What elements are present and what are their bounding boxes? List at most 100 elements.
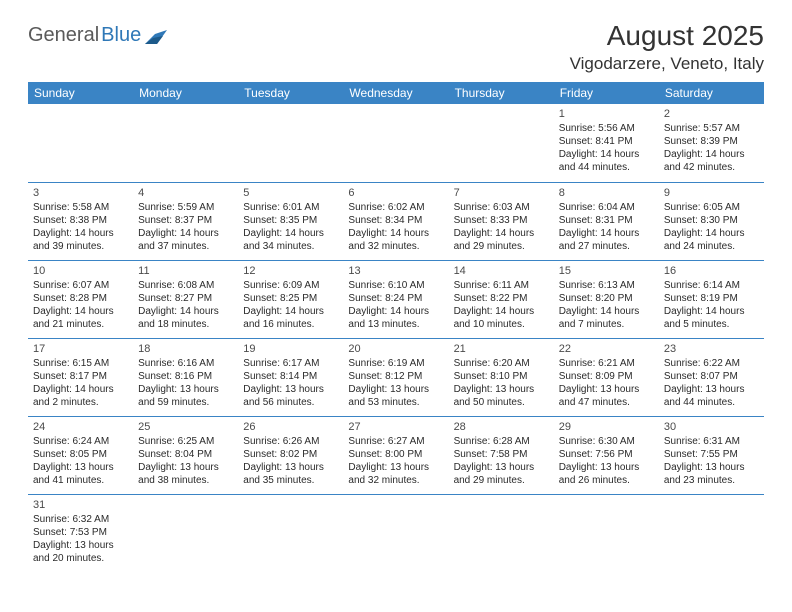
weekday-header: Thursday xyxy=(449,82,554,104)
sunrise-text: Sunrise: 6:27 AM xyxy=(348,435,443,448)
calendar-cell: 9Sunrise: 6:05 AMSunset: 8:30 PMDaylight… xyxy=(659,182,764,260)
calendar-cell: 23Sunrise: 6:22 AMSunset: 8:07 PMDayligh… xyxy=(659,338,764,416)
sunrise-text: Sunrise: 6:04 AM xyxy=(559,201,654,214)
day-number: 2 xyxy=(664,107,759,121)
day-number: 3 xyxy=(33,186,128,200)
calendar-row: 3Sunrise: 5:58 AMSunset: 8:38 PMDaylight… xyxy=(28,182,764,260)
calendar-cell xyxy=(343,494,448,572)
sunrise-text: Sunrise: 6:05 AM xyxy=(664,201,759,214)
day-number: 13 xyxy=(348,264,443,278)
calendar-cell: 12Sunrise: 6:09 AMSunset: 8:25 PMDayligh… xyxy=(238,260,343,338)
calendar-cell: 31Sunrise: 6:32 AMSunset: 7:53 PMDayligh… xyxy=(28,494,133,572)
daylight-text: Daylight: 14 hours xyxy=(454,227,549,240)
sunset-text: Sunset: 8:16 PM xyxy=(138,370,233,383)
calendar-cell: 13Sunrise: 6:10 AMSunset: 8:24 PMDayligh… xyxy=(343,260,448,338)
daylight-text: and 35 minutes. xyxy=(243,474,338,487)
sunset-text: Sunset: 8:30 PM xyxy=(664,214,759,227)
calendar-row: 17Sunrise: 6:15 AMSunset: 8:17 PMDayligh… xyxy=(28,338,764,416)
daylight-text: Daylight: 13 hours xyxy=(559,383,654,396)
sunset-text: Sunset: 8:20 PM xyxy=(559,292,654,305)
calendar-cell: 18Sunrise: 6:16 AMSunset: 8:16 PMDayligh… xyxy=(133,338,238,416)
day-number: 31 xyxy=(33,498,128,512)
calendar-cell: 1Sunrise: 5:56 AMSunset: 8:41 PMDaylight… xyxy=(554,104,659,182)
calendar-row: 24Sunrise: 6:24 AMSunset: 8:05 PMDayligh… xyxy=(28,416,764,494)
day-number: 17 xyxy=(33,342,128,356)
day-number: 8 xyxy=(559,186,654,200)
sunrise-text: Sunrise: 6:32 AM xyxy=(33,513,128,526)
day-number: 1 xyxy=(559,107,654,121)
day-number: 29 xyxy=(559,420,654,434)
calendar-cell: 6Sunrise: 6:02 AMSunset: 8:34 PMDaylight… xyxy=(343,182,448,260)
sunset-text: Sunset: 8:35 PM xyxy=(243,214,338,227)
sunset-text: Sunset: 8:24 PM xyxy=(348,292,443,305)
calendar-cell xyxy=(449,494,554,572)
daylight-text: and 29 minutes. xyxy=(454,474,549,487)
calendar-cell: 15Sunrise: 6:13 AMSunset: 8:20 PMDayligh… xyxy=(554,260,659,338)
calendar-cell: 25Sunrise: 6:25 AMSunset: 8:04 PMDayligh… xyxy=(133,416,238,494)
daylight-text: and 32 minutes. xyxy=(348,474,443,487)
daylight-text: and 10 minutes. xyxy=(454,318,549,331)
calendar-cell: 5Sunrise: 6:01 AMSunset: 8:35 PMDaylight… xyxy=(238,182,343,260)
sunrise-text: Sunrise: 5:59 AM xyxy=(138,201,233,214)
sunrise-text: Sunrise: 6:13 AM xyxy=(559,279,654,292)
calendar-cell: 2Sunrise: 5:57 AMSunset: 8:39 PMDaylight… xyxy=(659,104,764,182)
daylight-text: Daylight: 14 hours xyxy=(664,305,759,318)
sunrise-text: Sunrise: 5:57 AM xyxy=(664,122,759,135)
calendar-cell xyxy=(659,494,764,572)
calendar-cell: 24Sunrise: 6:24 AMSunset: 8:05 PMDayligh… xyxy=(28,416,133,494)
title-block: August 2025 Vigodarzere, Veneto, Italy xyxy=(570,20,764,74)
calendar-cell: 20Sunrise: 6:19 AMSunset: 8:12 PMDayligh… xyxy=(343,338,448,416)
daylight-text: and 53 minutes. xyxy=(348,396,443,409)
daylight-text: Daylight: 14 hours xyxy=(138,305,233,318)
day-number: 12 xyxy=(243,264,338,278)
day-number: 22 xyxy=(559,342,654,356)
daylight-text: Daylight: 13 hours xyxy=(454,461,549,474)
calendar-cell: 27Sunrise: 6:27 AMSunset: 8:00 PMDayligh… xyxy=(343,416,448,494)
day-number: 19 xyxy=(243,342,338,356)
sunset-text: Sunset: 8:39 PM xyxy=(664,135,759,148)
sunset-text: Sunset: 8:34 PM xyxy=(348,214,443,227)
sunset-text: Sunset: 8:00 PM xyxy=(348,448,443,461)
sunrise-text: Sunrise: 6:10 AM xyxy=(348,279,443,292)
sunrise-text: Sunrise: 6:26 AM xyxy=(243,435,338,448)
day-number: 14 xyxy=(454,264,549,278)
daylight-text: Daylight: 14 hours xyxy=(243,227,338,240)
daylight-text: Daylight: 13 hours xyxy=(33,461,128,474)
sunrise-text: Sunrise: 5:58 AM xyxy=(33,201,128,214)
sunrise-text: Sunrise: 6:16 AM xyxy=(138,357,233,370)
sunrise-text: Sunrise: 6:07 AM xyxy=(33,279,128,292)
sunrise-text: Sunrise: 6:20 AM xyxy=(454,357,549,370)
sunset-text: Sunset: 7:58 PM xyxy=(454,448,549,461)
weekday-header: Wednesday xyxy=(343,82,448,104)
daylight-text: Daylight: 14 hours xyxy=(664,227,759,240)
daylight-text: and 29 minutes. xyxy=(454,240,549,253)
daylight-text: Daylight: 14 hours xyxy=(33,227,128,240)
sunrise-text: Sunrise: 6:11 AM xyxy=(454,279,549,292)
daylight-text: and 47 minutes. xyxy=(559,396,654,409)
daylight-text: and 44 minutes. xyxy=(559,161,654,174)
daylight-text: and 21 minutes. xyxy=(33,318,128,331)
daylight-text: and 24 minutes. xyxy=(664,240,759,253)
calendar-cell: 26Sunrise: 6:26 AMSunset: 8:02 PMDayligh… xyxy=(238,416,343,494)
sunrise-text: Sunrise: 6:03 AM xyxy=(454,201,549,214)
weekday-header: Tuesday xyxy=(238,82,343,104)
daylight-text: and 42 minutes. xyxy=(664,161,759,174)
weekday-header-row: Sunday Monday Tuesday Wednesday Thursday… xyxy=(28,82,764,104)
month-title: August 2025 xyxy=(570,20,764,52)
daylight-text: Daylight: 14 hours xyxy=(243,305,338,318)
calendar-cell: 17Sunrise: 6:15 AMSunset: 8:17 PMDayligh… xyxy=(28,338,133,416)
daylight-text: and 27 minutes. xyxy=(559,240,654,253)
calendar-cell: 16Sunrise: 6:14 AMSunset: 8:19 PMDayligh… xyxy=(659,260,764,338)
weekday-header: Saturday xyxy=(659,82,764,104)
daylight-text: Daylight: 13 hours xyxy=(454,383,549,396)
sunrise-text: Sunrise: 6:02 AM xyxy=(348,201,443,214)
calendar-cell xyxy=(343,104,448,182)
day-number: 20 xyxy=(348,342,443,356)
calendar-row: 10Sunrise: 6:07 AMSunset: 8:28 PMDayligh… xyxy=(28,260,764,338)
calendar-cell xyxy=(133,494,238,572)
sunset-text: Sunset: 8:37 PM xyxy=(138,214,233,227)
sunrise-text: Sunrise: 6:01 AM xyxy=(243,201,338,214)
day-number: 21 xyxy=(454,342,549,356)
daylight-text: Daylight: 14 hours xyxy=(559,305,654,318)
sunrise-text: Sunrise: 6:09 AM xyxy=(243,279,338,292)
